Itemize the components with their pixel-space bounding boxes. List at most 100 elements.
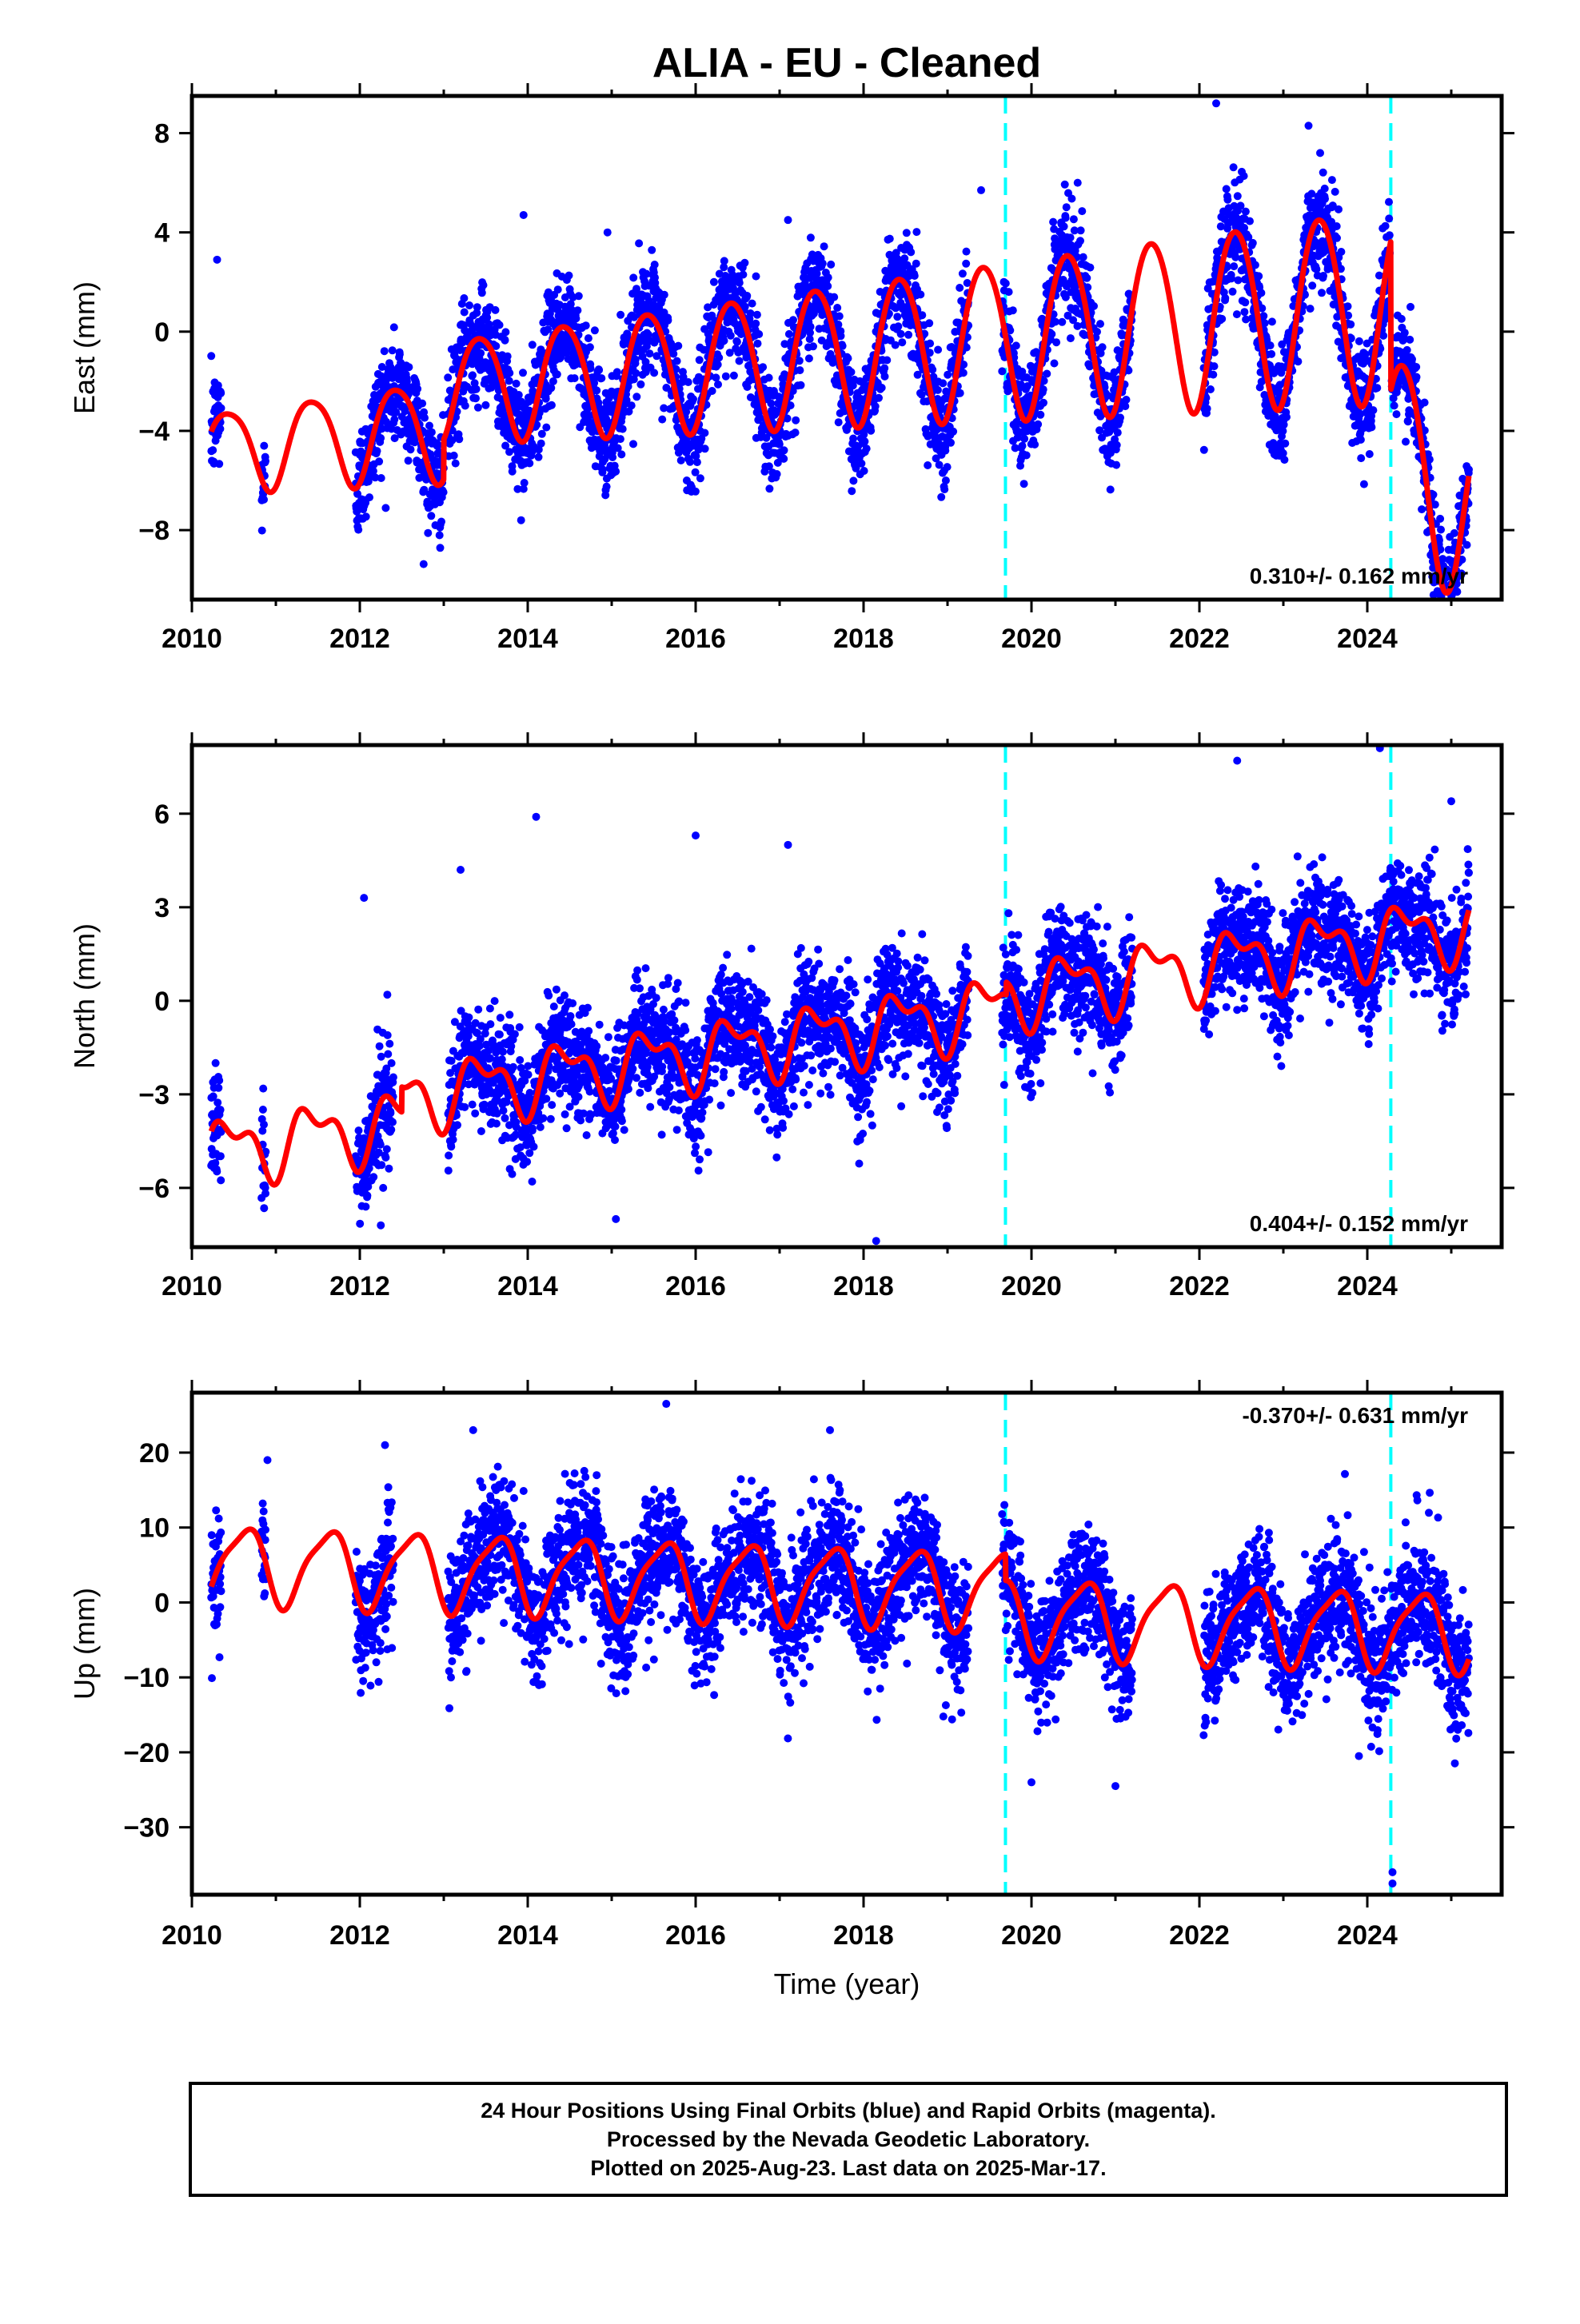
data-point: [377, 1141, 385, 1149]
data-point: [1446, 617, 1454, 625]
data-point: [460, 294, 468, 302]
data-point: [572, 314, 580, 322]
data-point: [387, 1126, 395, 1134]
data-point: [537, 440, 545, 448]
data-point: [396, 350, 404, 358]
data-point: [608, 453, 616, 461]
data-point: [736, 357, 744, 365]
data-point: [1379, 332, 1387, 340]
data-point: [827, 261, 835, 269]
data-point: [830, 293, 838, 301]
data-point: [860, 467, 868, 475]
data-point: [752, 320, 760, 328]
data-point: [1406, 336, 1414, 344]
data-point: [375, 457, 383, 465]
data-point: [907, 248, 915, 256]
data-point: [1223, 196, 1231, 204]
data-point: [259, 1106, 267, 1114]
data-point: [1333, 222, 1341, 230]
data-point: [465, 1014, 473, 1022]
data-point: [916, 290, 924, 298]
data-point: [604, 229, 612, 237]
data-point: [1251, 261, 1259, 269]
data-point: [469, 371, 477, 379]
data-point: [809, 342, 817, 350]
data-point: [1333, 234, 1341, 242]
data-point: [595, 366, 603, 374]
data-point: [632, 369, 640, 377]
data-point: [700, 429, 708, 437]
data-point: [1090, 302, 1098, 310]
data-point: [217, 389, 225, 397]
data-point: [213, 1098, 221, 1106]
data-point: [473, 303, 481, 311]
data-point: [214, 1084, 222, 1092]
data-point: [1009, 306, 1017, 314]
data-point: [461, 1103, 469, 1111]
data-point: [944, 371, 952, 379]
data-point: [361, 1202, 369, 1210]
data-point: [617, 450, 625, 458]
data-point: [407, 445, 415, 453]
data-point: [1453, 588, 1461, 596]
data-point: [739, 271, 747, 279]
data-point: [1020, 480, 1028, 488]
data-point: [1241, 298, 1249, 306]
data-point: [632, 393, 640, 401]
data-point: [947, 439, 955, 447]
data-point: [389, 346, 397, 354]
data-point: [440, 488, 448, 496]
data-point: [381, 504, 389, 512]
data-point: [747, 309, 755, 317]
data-point: [1281, 440, 1289, 448]
data-point: [379, 1184, 387, 1192]
data-point: [389, 1118, 397, 1126]
data-point: [217, 1176, 225, 1184]
data-point: [1096, 320, 1104, 328]
data-point: [258, 527, 266, 535]
data-point: [573, 306, 581, 314]
plot-area-north: [207, 744, 1473, 1247]
data-point: [509, 468, 517, 476]
data-point: [427, 512, 435, 520]
data-point: [1043, 370, 1051, 378]
data-point: [674, 342, 682, 350]
data-point: [767, 400, 775, 408]
data-point: [689, 395, 697, 403]
y-axis-label-east: East (mm): [68, 281, 101, 414]
data-point: [260, 1204, 268, 1212]
data-point: [388, 1059, 396, 1067]
data-point: [1233, 310, 1241, 318]
data-point: [548, 401, 556, 409]
data-point: [1242, 208, 1250, 216]
data-point: [753, 311, 761, 319]
data-point: [1316, 149, 1324, 157]
data-point: [486, 1054, 494, 1062]
data-point: [677, 456, 685, 464]
data-point: [660, 291, 668, 299]
data-point: [650, 369, 658, 377]
data-point: [1445, 622, 1453, 630]
data-point: [860, 437, 868, 445]
data-point: [1375, 272, 1383, 280]
data-point: [673, 357, 681, 365]
data-point: [1019, 442, 1027, 450]
data-point: [959, 269, 967, 277]
data-point: [496, 1030, 504, 1038]
data-point: [998, 367, 1006, 375]
data-point: [1450, 620, 1458, 628]
data-point: [377, 474, 385, 482]
data-point: [1112, 461, 1120, 469]
data-point: [213, 256, 221, 264]
data-point: [820, 242, 828, 250]
data-point: [383, 991, 391, 999]
data-point: [849, 435, 857, 443]
data-point: [1437, 609, 1445, 617]
data-point: [1005, 288, 1013, 296]
data-point: [354, 526, 362, 534]
data-point: [385, 1040, 393, 1048]
data-point: [542, 395, 550, 403]
data-point: [520, 211, 528, 219]
data-point: [819, 260, 827, 268]
